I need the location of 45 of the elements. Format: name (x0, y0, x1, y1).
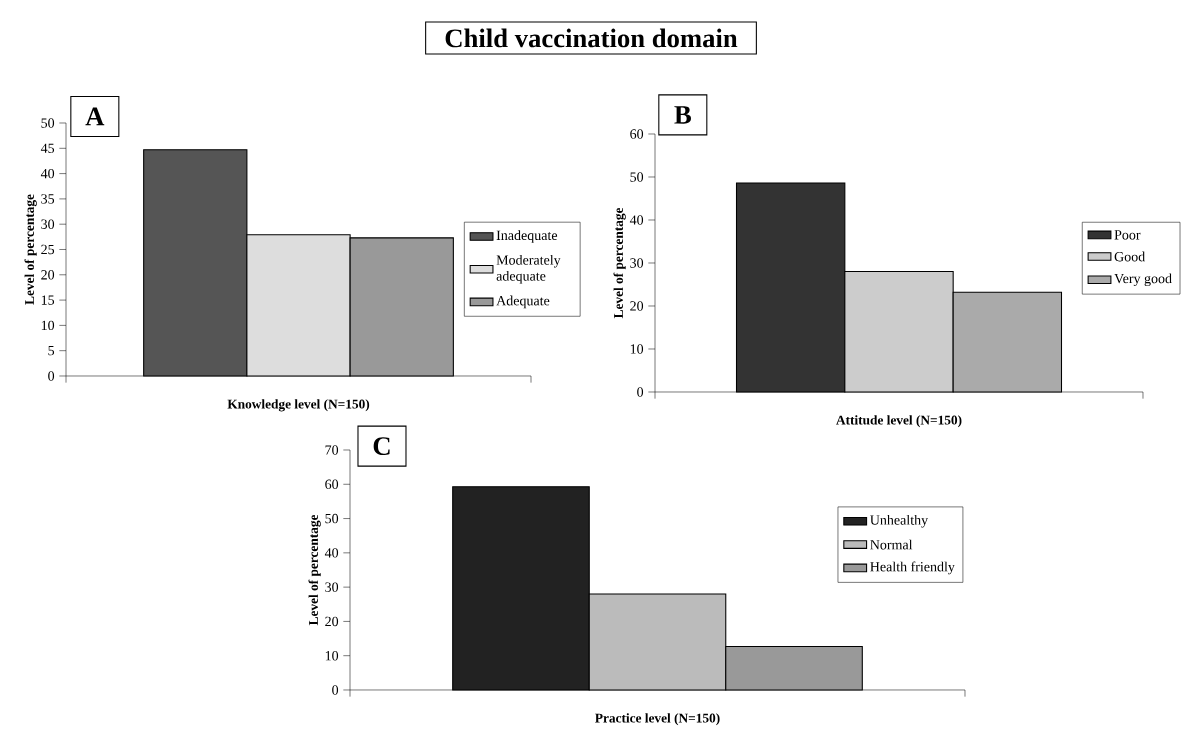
y-tick-label: 60 (630, 129, 644, 139)
y-tick-label: 70 (325, 445, 339, 455)
y-tick-label: 20 (630, 301, 644, 311)
y-axis-title: Level of percentage (613, 207, 626, 319)
x-axis-title: Practice level (N=150) (595, 713, 720, 726)
legend-label: Good (1114, 251, 1146, 262)
y-tick-label: 20 (325, 616, 339, 627)
y-tick-label: 30 (630, 258, 644, 268)
y-axis-title: Level of percentage (308, 514, 321, 626)
y-tick-label: 10 (630, 344, 644, 354)
y-tick-label: 40 (629, 215, 644, 225)
y-tick-label: 35 (41, 194, 55, 204)
y-tick-label: 60 (325, 479, 339, 490)
y-tick-label: 20 (41, 270, 55, 280)
x-axis-title: Knowledge level (N=150) (227, 399, 370, 412)
legend-label: Inadequate (496, 230, 558, 243)
y-tick-label: 30 (325, 582, 339, 592)
y-tick-label: 40 (40, 168, 55, 179)
legend-label: Adequate (496, 295, 550, 309)
text: Child vaccination domain (445, 28, 738, 48)
y-tick-label: 0 (332, 685, 339, 695)
legend-label: Very good (1114, 273, 1172, 287)
y-tick-label: 30 (41, 219, 55, 229)
y-tick-label: 40 (324, 548, 339, 558)
legend-label: Health friendly (870, 561, 955, 575)
y-tick-label: 25 (41, 244, 55, 255)
y-tick-label: 5 (48, 346, 55, 356)
y-tick-label: 15 (41, 295, 55, 305)
y-tick-label: 50 (41, 118, 55, 128)
y-tick-label: 45 (40, 143, 55, 153)
y-tick-label: 50 (630, 172, 644, 182)
legend-label: Moderately adequate (496, 254, 561, 284)
y-axis-title: Level of percentage (24, 194, 37, 305)
legend-label: Normal (870, 539, 913, 550)
annotation: C (373, 437, 390, 456)
x-axis-title: Attitude level (N=150) (836, 415, 962, 428)
text: B (674, 106, 691, 124)
legend-label: Unhealthy (870, 514, 929, 528)
y-tick-label: 0 (48, 371, 55, 381)
y-tick-label: 0 (637, 387, 644, 397)
y-tick-label: 10 (325, 650, 339, 661)
y-tick-label: 10 (41, 320, 55, 331)
y-tick-label: 50 (325, 513, 339, 524)
legend-label: Poor (1114, 230, 1141, 240)
annotation: A (85, 107, 105, 126)
